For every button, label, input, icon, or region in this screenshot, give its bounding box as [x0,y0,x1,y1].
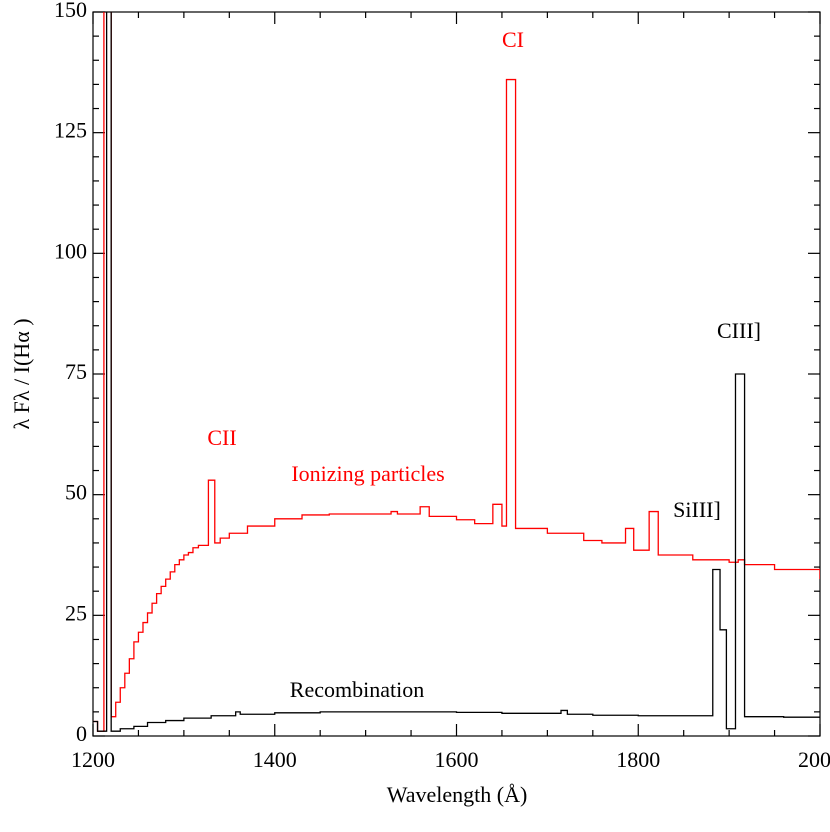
annotation: CII [207,425,236,450]
annotation: SiIII] [673,497,721,522]
y-tick-label: 25 [65,600,87,625]
y-tick-label: 50 [65,480,87,505]
x-tick-label: 1200 [71,747,115,772]
x-axis-title: Wavelength (Å) [387,782,528,807]
x-tick-label: 1400 [253,747,297,772]
x-tick-label: 1800 [616,747,660,772]
series-line [93,12,820,732]
y-axis-title: λ Fλ / I(Hα ) [9,318,34,429]
annotation: CIII] [717,318,761,343]
annotation: Ionizing particles [291,461,444,486]
series-line [93,12,820,732]
plot-area [93,12,820,732]
y-tick-label: 125 [54,118,87,143]
y-tick-label: 150 [54,0,87,22]
x-tick-label: 1600 [435,747,479,772]
y-tick-label: 100 [54,238,87,263]
y-tick-label: 75 [65,359,87,384]
plot-frame [92,11,821,737]
annotation: CI [502,27,524,52]
y-tick-label: 0 [76,721,87,746]
annotation: Recombination [290,677,424,702]
